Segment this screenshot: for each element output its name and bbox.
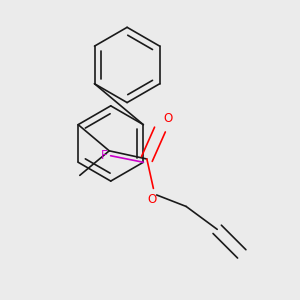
Text: O: O xyxy=(147,193,156,206)
Text: F: F xyxy=(101,149,107,162)
Text: O: O xyxy=(163,112,172,124)
